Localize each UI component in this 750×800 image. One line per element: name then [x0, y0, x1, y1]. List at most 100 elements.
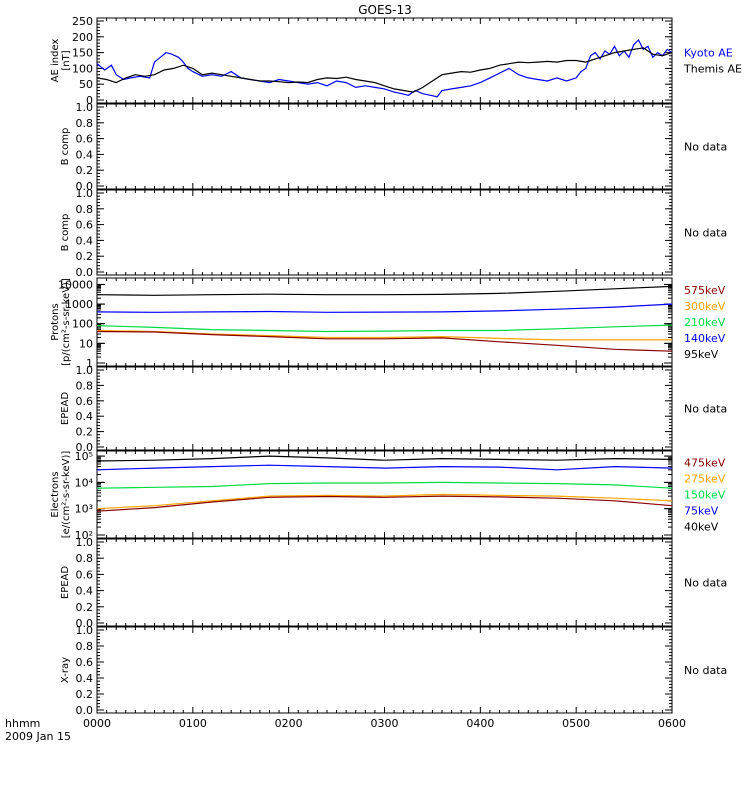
y-tick-label: 0.2 — [76, 688, 94, 701]
y-tick-label: 0 — [86, 94, 93, 107]
y-tick-label: 1 — [86, 357, 93, 370]
y-axis-label: X-ray — [60, 657, 71, 683]
y-tick-label: 0.0 — [76, 180, 94, 193]
series-line-themis-ae — [96, 47, 673, 93]
y-tick-label: 0.8 — [76, 640, 94, 653]
no-data-label: No data — [684, 403, 727, 416]
x-tick-label: 0300 — [371, 717, 399, 730]
y-axis-label: EPEAD — [60, 392, 71, 426]
x-tick-label: 0600 — [658, 717, 686, 730]
y-axis-label: B comp — [60, 214, 71, 252]
y-tick-label: 0.6 — [76, 133, 94, 146]
y-tick-label: 10² — [75, 529, 93, 542]
y-axis-label: Protons — [50, 303, 61, 340]
legend-label: 300keV — [684, 300, 726, 313]
y-axis-label: Electrons — [50, 471, 61, 517]
y-tick-label: 100 — [72, 318, 93, 331]
x-tick-label: 0200 — [275, 717, 303, 730]
y-tick-label: 0.2 — [76, 250, 94, 263]
legend-label: 40keV — [684, 521, 719, 534]
y-tick-label: 0.4 — [76, 148, 94, 161]
legend-label: 210keV — [684, 316, 726, 329]
series-line-75kev — [96, 464, 673, 471]
panel-frame — [96, 17, 673, 104]
y-tick-label: 0.8 — [76, 117, 94, 130]
legend-label: 275keV — [684, 473, 726, 486]
y-tick-label: 0.2 — [76, 164, 94, 177]
x-tick-label: 0500 — [562, 717, 590, 730]
y-tick-label: 0.4 — [76, 410, 94, 423]
y-tick-label: 10 — [79, 337, 93, 350]
x-tick-label: 0000 — [83, 717, 111, 730]
y-axis-label: AE index — [50, 39, 61, 83]
y-tick-label: 0.6 — [76, 395, 94, 408]
y-tick-label: 0.6 — [76, 656, 94, 669]
y-tick-label: 150 — [72, 47, 93, 60]
panel-electrons: 10² 10³ 10⁴ 10⁵ Electrons [e/(cm²-s-sr-keV)] 4… — [50, 450, 726, 542]
panels: 0 50 100 150 200 250 AE index [nT] Kyoto AE Themi… — [50, 15, 742, 730]
no-data-label: No data — [684, 227, 727, 240]
y-tick-label: 0.4 — [76, 585, 94, 598]
y-tick-label: 0.6 — [76, 568, 94, 581]
legend-label: Kyoto AE — [684, 47, 733, 60]
panel-frame — [96, 538, 673, 627]
no-data-label: No data — [684, 664, 727, 677]
series-line-275kev — [96, 493, 673, 510]
y-tick-label: 1.0 — [76, 101, 94, 114]
no-data-label: No data — [684, 577, 727, 590]
time-format-label: hhmm — [5, 717, 40, 730]
legend-label: 575keV — [684, 284, 726, 297]
y-tick-label: 1.0 — [76, 364, 94, 377]
panel-frame — [96, 450, 673, 539]
legend-label: Themis AE — [683, 63, 742, 76]
y-tick-label: 10³ — [75, 503, 93, 516]
panel-epead2: 0.0 0.2 0.4 0.6 0.8 1.0 EPEAD No data — [60, 536, 727, 630]
legend-label: 140keV — [684, 332, 726, 345]
y-axis-label: EPEAD — [60, 566, 71, 600]
panel-epead1: 0.0 0.2 0.4 0.6 0.8 1.0 EPEAD No data — [60, 364, 727, 454]
series-line-575kev — [96, 330, 673, 352]
series-line-95kev — [96, 285, 673, 296]
panel-frame — [96, 277, 673, 367]
panel-ae: 0 50 100 150 200 250 AE index [nT] Kyoto AE Themi… — [50, 15, 742, 107]
no-data-label: No data — [684, 141, 727, 154]
y-tick-label: 200 — [72, 31, 93, 44]
y-tick-label: 100 — [72, 62, 93, 75]
figure-title: GOES-13 — [358, 3, 412, 17]
panel-xray: 0.0 0.2 0.4 0.6 0.8 1.0 X-ray No data — [60, 624, 727, 717]
y-tick-label: 50 — [79, 78, 93, 91]
y-tick-label: 1000 — [65, 298, 93, 311]
y-axis-label: [p/(cm²-s-sr-keV)] — [61, 278, 72, 366]
y-tick-label: 1.0 — [76, 187, 94, 200]
series-line-210kev — [96, 324, 673, 333]
y-tick-label: 250 — [72, 15, 93, 28]
series-line-475kev — [96, 495, 673, 512]
y-tick-label: 0.8 — [76, 203, 94, 216]
series-line-40kev — [96, 455, 673, 462]
y-tick-label: 0.8 — [76, 552, 94, 565]
legend-label: 95keV — [684, 348, 719, 361]
panel-b2: 0.0 0.2 0.4 0.6 0.8 1.0 B comp No data — [60, 187, 727, 279]
panel-b1: 0.0 0.2 0.4 0.6 0.8 1.0 B comp No data — [60, 101, 727, 193]
x-tick-label: 0100 — [179, 717, 207, 730]
y-tick-label: 0.2 — [76, 426, 94, 439]
panel-frame — [96, 103, 673, 190]
panel-frame — [96, 189, 673, 276]
legend-label: 475keV — [684, 457, 726, 470]
panel-frame — [96, 626, 673, 714]
y-tick-label: 10000 — [58, 278, 93, 291]
y-tick-label: 0.0 — [76, 266, 94, 279]
y-axis-label: [nT] — [61, 50, 72, 70]
series-line-150kev — [96, 481, 673, 489]
y-tick-label: 0.0 — [76, 704, 94, 717]
legend-label: 75keV — [684, 505, 719, 518]
y-tick-label: 0.6 — [76, 219, 94, 232]
y-tick-label: 0.2 — [76, 601, 94, 614]
y-tick-label: 0.0 — [76, 617, 94, 630]
panel-protons: 1 10 100 1000 10000 Protons [p/(cm²-s-sr-keV)]… — [50, 277, 726, 370]
y-tick-label: 10⁴ — [75, 476, 94, 489]
y-tick-label: 0.0 — [76, 441, 94, 454]
y-tick-label: 0.4 — [76, 234, 94, 247]
